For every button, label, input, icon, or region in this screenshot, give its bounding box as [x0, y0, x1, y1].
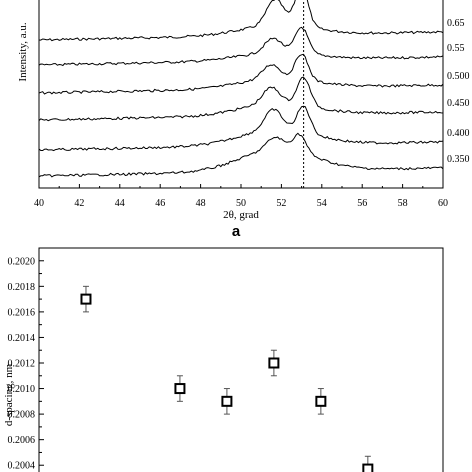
d-spacing-y-tick-label: 0.2014 [8, 333, 36, 344]
xrd-x-tick-label: 42 [74, 198, 84, 209]
xrd-x-tick-label: 48 [196, 198, 206, 209]
d-spacing-panel: 0.2004 0.2006 0.2008 0.2010 0.2012 0.2014 0.20… [3, 247, 444, 472]
d-spacing-y-tick-label: 0.2020 [8, 256, 36, 267]
d-spacing-y-tick-label: 0.2016 [8, 307, 36, 318]
d-spacing-y-tick-label: 0.2004 [8, 461, 36, 472]
xrd-series-label: 0.350 [447, 154, 470, 165]
data-point [315, 395, 327, 407]
d-spacing-y-tick-label: 0.2010 [8, 384, 36, 395]
xrd-plot-frame [38, 0, 444, 189]
d-spacing-y-tick-label: 0.2008 [8, 410, 36, 421]
data-point [268, 357, 280, 369]
xrd-curve [38, 53, 444, 95]
xrd-curve [38, 132, 444, 178]
xrd-x-tick-label: 54 [317, 198, 327, 209]
xrd-x-axis-label: 2θ, grad [223, 209, 259, 221]
xrd-series-label: 0.450 [447, 98, 470, 109]
xrd-y-axis-label: Intensity, a.u. [17, 22, 29, 81]
xrd-curve [38, 105, 444, 152]
xrd-x-tick-label: 44 [115, 198, 125, 209]
xrd-series-label: 0.65 [447, 18, 465, 29]
d-spacing-y-tick-label: 0.2006 [8, 435, 36, 446]
d-spacing-y-tick-label: 0.2012 [8, 359, 36, 370]
xrd-curve [38, 26, 444, 67]
xrd-series-label: 0.400 [447, 128, 470, 139]
xrd-series-label: 0.55 [447, 43, 465, 54]
d-spacing-y-axis-label: d-spacing, nm [3, 363, 15, 426]
xrd-curve [38, 76, 444, 122]
panel-label-a: a [232, 223, 241, 240]
d-spacing-plot-frame [38, 247, 444, 472]
data-point [80, 293, 92, 305]
xrd-panel: 40 42 44 46 48 50 52 54 56 58 60 0.65 0.55 0.500 0.45… [17, 0, 470, 240]
xrd-x-tick-label: 40 [34, 198, 44, 209]
xrd-x-tick-label: 56 [357, 198, 367, 209]
xrd-series-label: 0.500 [447, 71, 470, 82]
d-spacing-y-tick-label: 0.2018 [8, 282, 36, 293]
xrd-x-tick-label: 52 [276, 198, 286, 209]
data-point [174, 383, 186, 395]
xrd-x-tick-label: 60 [438, 198, 448, 209]
data-point [221, 395, 233, 407]
xrd-x-tick-label: 50 [236, 198, 246, 209]
xrd-curve [38, 0, 444, 42]
data-point [362, 463, 374, 472]
xrd-x-tick-label: 58 [398, 198, 408, 209]
xrd-x-tick-label: 46 [155, 198, 165, 209]
